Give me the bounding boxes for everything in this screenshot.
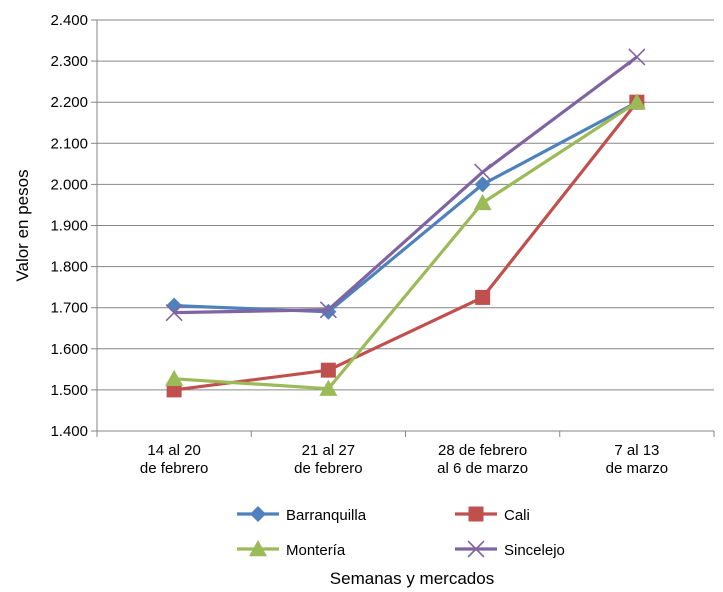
- x-tick-label: 28 de febrero al 6 de marzo: [437, 442, 528, 477]
- y-tick-label: 1.600: [50, 341, 88, 358]
- legend-marker: [467, 540, 485, 558]
- legend-marker: [250, 506, 266, 522]
- gridlines: [97, 19, 714, 432]
- legend-label: Barranquilla: [286, 507, 367, 524]
- y-tick-label: 2.400: [50, 12, 88, 29]
- data-point: [165, 369, 184, 387]
- series-sincelejo: [165, 48, 646, 322]
- legend-label: Montería: [286, 542, 346, 559]
- data-point: [319, 379, 338, 396]
- legend: Barranquilla Cali Montería Sincelejo: [237, 506, 565, 559]
- legend-label: Cali: [504, 507, 530, 524]
- series-barranquilla: [166, 94, 645, 320]
- x-axis-title: Semanas y mercados: [330, 569, 494, 588]
- x-tick-label: 14 al 20 de febrero: [140, 442, 208, 477]
- data-point: [319, 301, 337, 319]
- series-line: [174, 100, 638, 314]
- y-tick-label: 2.200: [50, 94, 88, 111]
- data-point: [474, 163, 492, 181]
- x-tick-label: 7 al 13 de marzo: [606, 442, 669, 477]
- data-point: [475, 289, 491, 305]
- data-point: [166, 382, 182, 398]
- x-tick-label: 21 al 27 de febrero: [294, 442, 362, 477]
- series-lines: [165, 48, 646, 398]
- y-tick-label: 1.500: [50, 382, 88, 399]
- y-tick-label: 2.100: [50, 135, 88, 152]
- y-tick-label: 1.700: [50, 300, 88, 317]
- legend-marker: [468, 506, 484, 522]
- data-point: [165, 304, 183, 322]
- data-point: [627, 93, 646, 110]
- data-point: [474, 176, 491, 193]
- legend-item: Montería: [237, 540, 346, 559]
- legend-marker: [249, 540, 267, 557]
- y-tick-label: 1.800: [50, 259, 88, 276]
- series-cali: [166, 94, 645, 398]
- data-point: [473, 193, 492, 211]
- series-line: [174, 55, 638, 315]
- y-tick-label: 1.400: [50, 423, 88, 440]
- series-monter-a: [165, 93, 646, 396]
- series-line: [174, 100, 638, 391]
- y-tick-label: 2.300: [50, 53, 88, 70]
- data-point: [320, 362, 336, 378]
- legend-item: Sincelejo: [455, 540, 565, 559]
- y-tick-label: 2.000: [50, 176, 88, 193]
- legend-item: Barranquilla: [237, 506, 367, 524]
- data-point: [628, 48, 646, 66]
- series-line: [173, 101, 639, 392]
- legend-item: Cali: [455, 506, 530, 524]
- y-axis-title: Valor en pesos: [13, 169, 32, 281]
- y-tick-label: 1.900: [50, 218, 88, 235]
- legend-label: Sincelejo: [504, 542, 565, 559]
- axes: 1.400 1.500 1.600 1.700 1.800 1.900 2.000 2.100…: [50, 12, 715, 477]
